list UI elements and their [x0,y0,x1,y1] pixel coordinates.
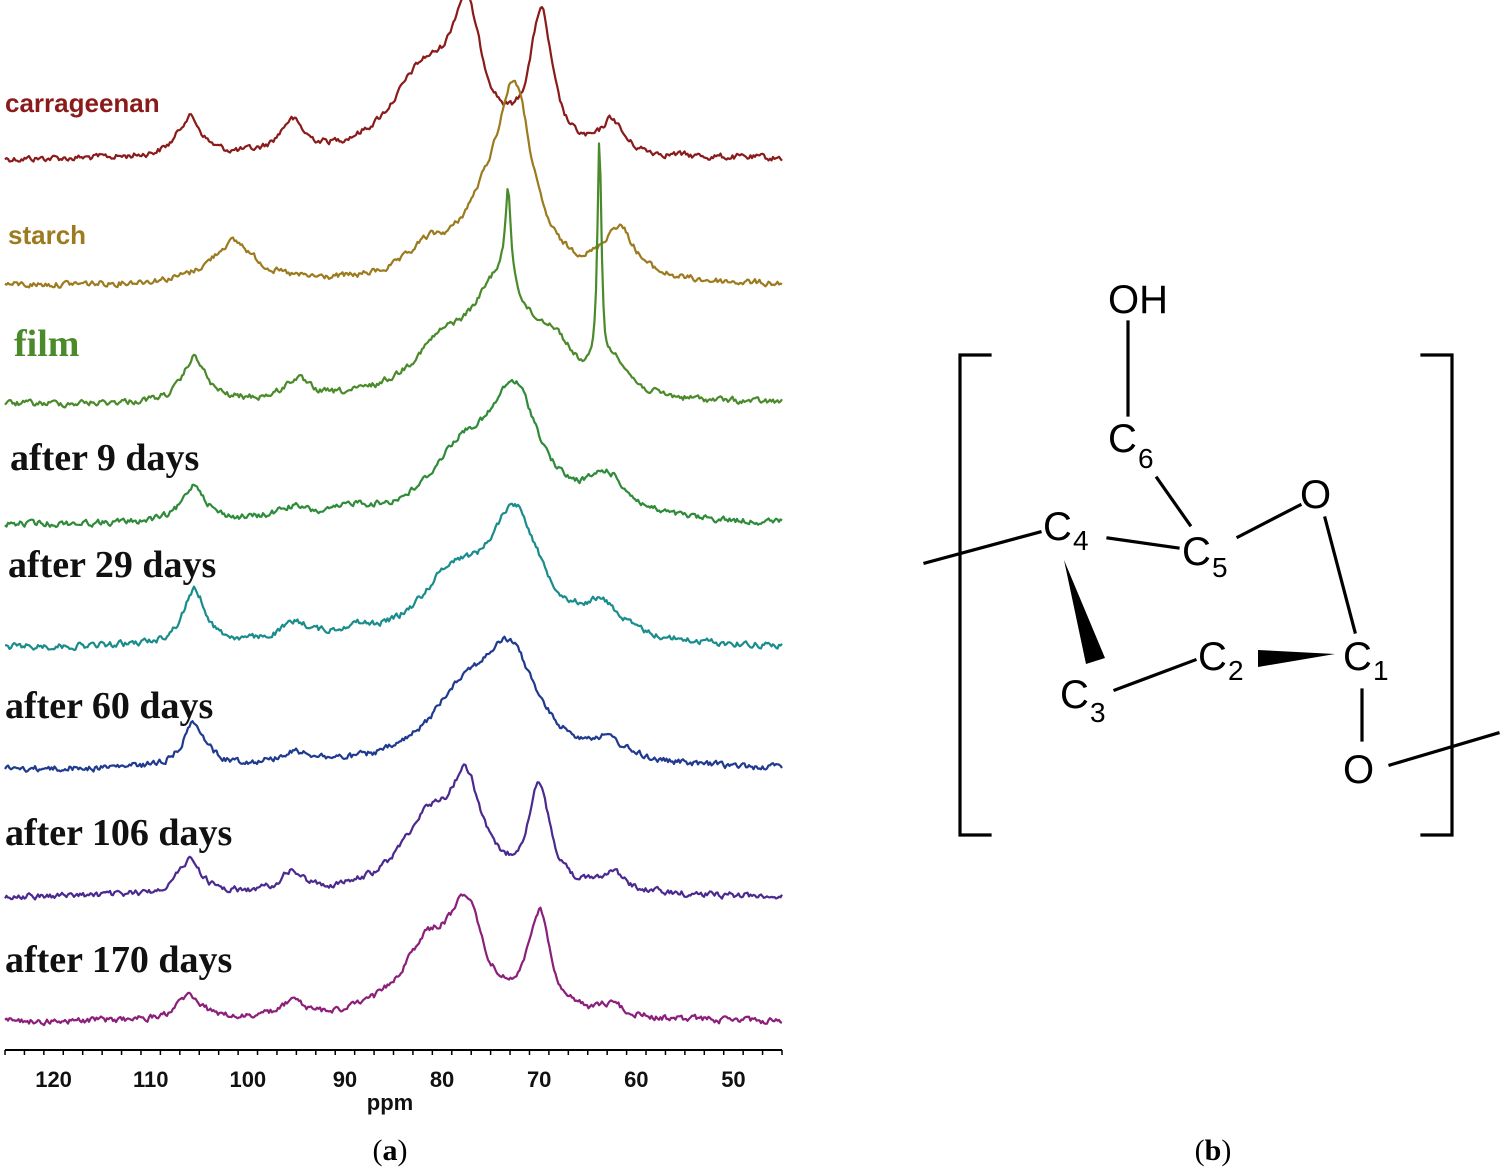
atom-symbol: C [1182,530,1211,574]
bond-in-c4 [923,530,1042,565]
atom-index: 1 [1373,655,1389,686]
wedge-c4-c3 [1064,560,1105,664]
chemical-structure-panel: OH O O C 6 C 4 C 5 C 3 C 2 C 1 [923,278,1500,837]
bond-c6-c5 [1154,475,1193,528]
series-line-after-9-days [4,378,783,529]
bond-oring-c1 [1323,516,1357,634]
caption-a: (a) [373,1134,408,1167]
series-line-after-106-days [4,763,783,901]
spectra-traces [4,0,783,1027]
atom-symbol: C [1198,635,1227,679]
right-bracket [1420,353,1454,837]
series-line-film [4,142,783,409]
atom-index: 2 [1228,655,1244,686]
series-label-after-106-days: after 106 days [5,812,232,854]
series-line-carrageenan [4,0,783,163]
bond-c4-c5 [1106,536,1180,550]
x-tick-label: 100 [229,1067,266,1092]
bond-c5-oring [1235,502,1303,540]
link-oxygen-label: O [1343,748,1374,792]
bond-c3-c2 [1112,657,1198,693]
atom-index: 5 [1212,552,1228,583]
x-axis: 120 110 100 90 80 70 60 50 [4,1049,783,1092]
wedge-c2-c1 [1258,650,1335,667]
series-label-after-9-days: after 9 days [10,437,199,479]
x-tick-label: 120 [35,1067,72,1092]
caption-a-letter: a [383,1134,398,1167]
atom-c1: C 1 [1343,635,1389,686]
series-label-after-60-days: after 60 days [5,685,213,727]
atom-index: 3 [1090,697,1106,728]
hydroxyl-label: OH [1108,278,1168,322]
bond-olink-out [1388,731,1500,767]
atom-index: 6 [1138,443,1154,474]
series-label-after-29-days: after 29 days [8,544,216,586]
x-tick-label: 70 [527,1067,551,1092]
x-ticks: 120 110 100 90 80 70 60 50 [4,1050,783,1092]
atom-symbol: C [1108,417,1137,461]
x-tick-label: 60 [624,1067,648,1092]
atom-c6: C 6 [1108,417,1154,474]
left-bracket [958,353,992,837]
x-tick-label: 80 [430,1067,454,1092]
atom-symbol: C [1060,673,1089,717]
caption-b: (b) [1195,1134,1232,1167]
series-labels: carrageenan starch film after 9 days after 2… [5,88,232,981]
series-label-film: film [14,323,79,365]
x-tick-label: 90 [333,1067,357,1092]
x-axis-title: ppm [367,1090,413,1115]
atom-c4: C 4 [1043,505,1089,556]
atom-index: 4 [1073,525,1089,556]
x-tick-label: 50 [721,1067,745,1092]
nmr-spectra-panel: carrageenan starch film after 9 days after 2… [4,0,783,1115]
atom-c3: C 3 [1060,673,1106,728]
atom-symbol: C [1343,635,1372,679]
series-line-after-170-days [4,893,783,1027]
x-tick-label: 110 [133,1067,169,1092]
atom-c2: C 2 [1198,635,1244,686]
series-label-carrageenan: carrageenan [5,88,160,118]
series-line-starch [4,79,783,289]
atom-symbol: C [1043,505,1072,549]
ring-oxygen-label: O [1300,473,1331,517]
series-label-starch: starch [8,220,86,250]
atom-c5: C 5 [1182,530,1228,583]
series-label-after-170-days: after 170 days [5,939,232,981]
caption-b-letter: b [1205,1134,1222,1167]
series-line-after-29-days [5,502,783,652]
series-line-after-60-days [4,635,783,773]
